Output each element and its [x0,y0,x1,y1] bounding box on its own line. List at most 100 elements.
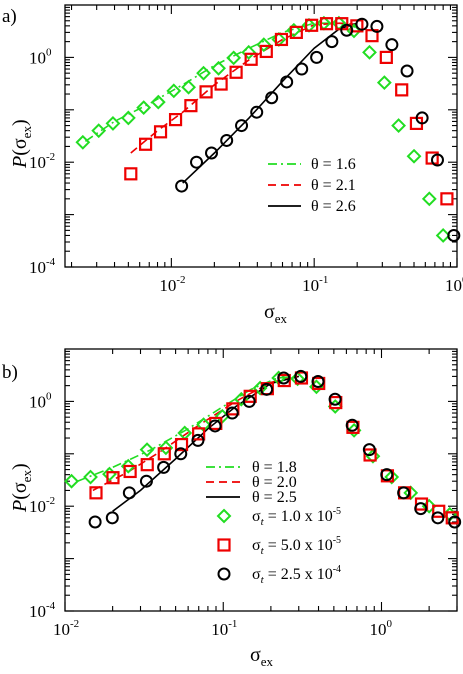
legend-marker-circle [217,567,231,581]
data-point-circle [431,511,445,525]
plot-frame-b [64,348,458,612]
y-tick-label: 100 [29,46,52,67]
x-axis-label-b: σex [250,644,274,669]
data-point-circle [204,146,218,160]
data-point-circle [174,447,188,461]
legend-label: σt = 1.0 x 10-5 [252,506,341,528]
data-point-diamond [384,469,400,485]
data-point-circle [280,75,294,89]
data-point-circle [397,486,411,500]
x-tick-label: 10-2 [53,618,79,639]
data-point-diamond [252,380,268,396]
data-point-diamond [406,148,422,164]
series-group-b [64,369,462,529]
data-point-circle [191,433,205,447]
legend-label: σt = 2.5 x 10-4 [252,564,341,586]
data-point-circle [122,486,136,500]
data-point-diamond [241,44,257,60]
legend-label: σt = 5.0 x 10-5 [252,535,341,557]
data-point-square [432,504,446,518]
legend-b: θ = 1.8θ = 2.0θ = 2.5σt = 1.0 x 10-5 σt =… [206,459,341,586]
data-point-square [229,65,243,79]
legend-label: θ = 1.8 [252,459,297,476]
panel-label-b: b) [2,362,18,383]
data-point-circle [415,111,429,125]
panel-label-a: a) [2,6,17,27]
data-point-circle [220,133,234,147]
series-line [77,375,299,482]
legend-label: θ = 1.6 [311,156,356,173]
data-point-circle [265,91,279,105]
data-point-square [274,32,289,47]
data-point-circle [414,502,428,516]
data-point-square [259,44,273,59]
data-point-square [140,458,154,472]
data-point-square [243,389,257,403]
data-point-diamond [139,442,155,458]
data-point-square [319,17,334,31]
data-point-square [199,85,213,99]
data-point-circle [295,62,309,76]
legend-label: θ = 2.6 [311,198,356,215]
data-point-circle [325,35,339,49]
data-point-diamond [376,75,392,91]
legend-label: θ = 2.1 [311,177,356,194]
data-point-circle [340,23,354,37]
data-point-diamond [75,134,91,150]
data-point-square [244,52,258,66]
data-point-circle [277,371,291,385]
data-point-diamond [391,118,407,133]
y-tick-label: 100 [29,390,52,411]
legend-label: θ = 2.0 [252,474,297,491]
data-point-circle [294,369,308,383]
data-point-diamond [105,115,121,131]
data-point-circle [380,468,394,482]
x-tick-label: 100 [445,274,463,295]
data-point-circle [370,19,384,33]
data-point-circle [345,418,359,432]
data-point-circle [447,228,461,242]
data-point-circle [139,474,153,488]
data-point-square [184,99,198,113]
x-tick-label: 10-1 [211,618,237,639]
data-point-circle [208,419,222,433]
x-axis-label-a: σex [264,301,288,326]
y-tick-label: 10-2 [29,151,55,172]
data-point-circle [311,374,325,388]
data-point-circle [242,394,256,408]
series-line [84,22,358,142]
data-point-square [123,464,137,479]
data-point-circle [400,64,414,78]
data-point-square [124,167,138,181]
data-point-diamond [158,440,174,456]
data-point-circle [88,515,102,529]
data-point-circle [157,460,171,474]
y-axis-label-a: P(σex) [9,119,34,169]
data-point-square [440,192,454,206]
data-point-diamond [83,469,98,485]
plot-frame-a [64,4,458,268]
data-point-circle [105,511,119,525]
data-point-diamond [102,466,117,482]
data-point-circle [250,105,264,119]
data-point-diamond [120,458,136,474]
data-point-circle [190,155,204,169]
data-point-square [157,447,171,461]
data-point-circle [385,38,399,52]
data-point-diamond [64,473,79,489]
data-point-square [174,437,189,452]
data-point-diamond [211,60,226,76]
data-point-square [89,486,103,500]
data-point-diamond [136,100,152,116]
data-point-square [168,113,183,127]
data-point-square [214,77,228,91]
data-point-square [414,497,429,511]
data-point-diamond [196,65,211,81]
data-point-square [192,427,206,441]
data-point-diamond [256,37,272,53]
data-point-diamond [181,79,196,95]
series-group-a [75,15,461,243]
